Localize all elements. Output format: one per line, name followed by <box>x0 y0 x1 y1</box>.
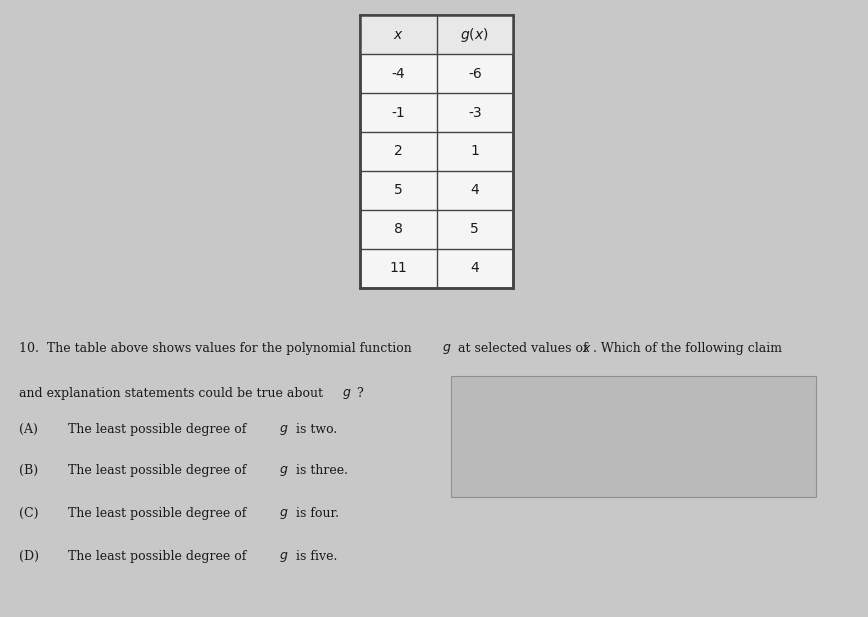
Text: $x$: $x$ <box>393 28 404 42</box>
Text: at selected values of: at selected values of <box>454 342 592 355</box>
Text: 5: 5 <box>394 183 403 197</box>
Text: 10.  The table above shows values for the polynomial function: 10. The table above shows values for the… <box>19 342 416 355</box>
Text: 4: 4 <box>470 183 479 197</box>
Text: is three.: is three. <box>292 464 348 477</box>
Text: The least possible degree of: The least possible degree of <box>68 550 250 563</box>
Text: $g$: $g$ <box>279 550 289 565</box>
Text: -1: -1 <box>391 106 405 120</box>
Text: is two.: is two. <box>292 423 337 436</box>
Text: -6: -6 <box>468 67 482 81</box>
Text: $g$: $g$ <box>279 423 289 437</box>
Text: 4: 4 <box>470 261 479 275</box>
Text: (C): (C) <box>19 507 38 520</box>
Text: $g$: $g$ <box>342 387 352 401</box>
Text: (D): (D) <box>19 550 39 563</box>
Text: $x$: $x$ <box>582 342 592 355</box>
Text: 1: 1 <box>470 144 479 159</box>
Bar <box>360 15 513 54</box>
Text: -3: -3 <box>468 106 482 120</box>
Text: 11: 11 <box>390 261 407 275</box>
Text: is five.: is five. <box>292 550 337 563</box>
Text: and explanation statements could be true about: and explanation statements could be true… <box>19 387 327 400</box>
Text: $g$: $g$ <box>279 507 289 521</box>
Text: $g$: $g$ <box>279 464 289 478</box>
Bar <box>451 376 816 497</box>
Text: The least possible degree of: The least possible degree of <box>68 423 250 436</box>
Text: ?: ? <box>353 387 364 400</box>
Text: The least possible degree of: The least possible degree of <box>68 464 250 477</box>
Text: . Which of the following claim: . Which of the following claim <box>593 342 782 355</box>
Text: $g(x)$: $g(x)$ <box>461 26 489 44</box>
Text: 5: 5 <box>470 222 479 236</box>
Text: 8: 8 <box>394 222 403 236</box>
Text: $g$: $g$ <box>442 342 451 357</box>
Text: -4: -4 <box>391 67 405 81</box>
Text: (A): (A) <box>19 423 38 436</box>
Text: (B): (B) <box>19 464 38 477</box>
Bar <box>360 15 513 288</box>
Text: is four.: is four. <box>292 507 339 520</box>
Text: The least possible degree of: The least possible degree of <box>68 507 250 520</box>
Text: 2: 2 <box>394 144 403 159</box>
